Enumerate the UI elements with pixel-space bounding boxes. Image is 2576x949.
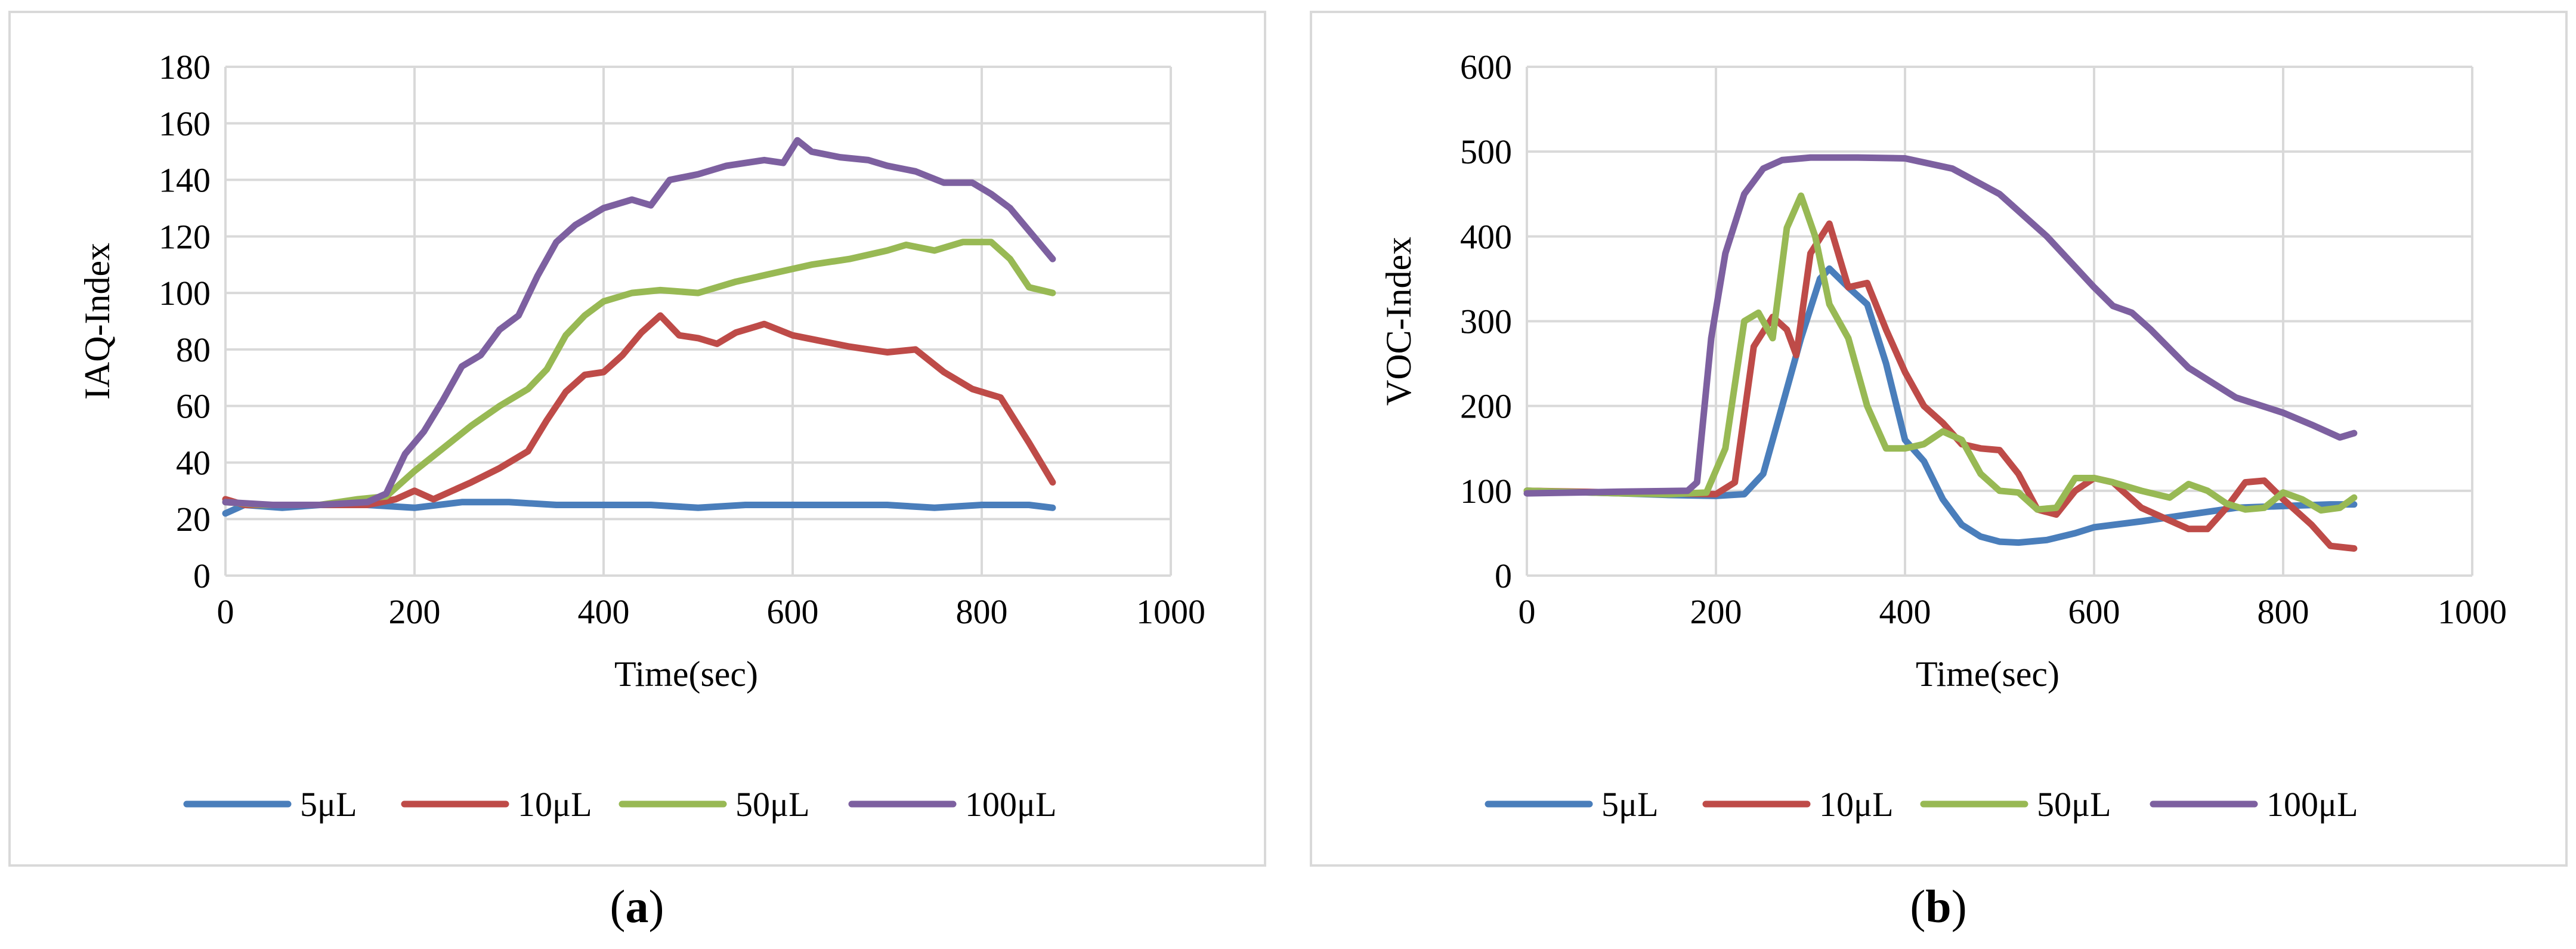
chart-b-xtick-label: 0	[1519, 592, 1536, 631]
chart-a-xtick-label: 200	[389, 592, 441, 631]
caption-b: (b)	[1910, 880, 1967, 932]
chart-a-x-axis-title: Time(sec)	[614, 654, 758, 694]
chart-a-ytick-label: 120	[159, 217, 211, 256]
chart-a-xtick-label: 1000	[1136, 592, 1205, 631]
chart-b-xtick-label: 400	[1879, 592, 1931, 631]
chart-a-ytick-label: 160	[159, 104, 211, 143]
chart-a-ytick-label: 80	[176, 330, 211, 369]
caption-b-letter: b	[1925, 880, 1952, 932]
chart-a-legend-label-4: 100μL	[965, 785, 1057, 824]
chart-b-ytick-label: 200	[1460, 387, 1512, 426]
chart-a-legend-label-3: 50μL	[735, 785, 810, 824]
chart-b-ytick-label: 600	[1460, 48, 1512, 86]
chart-a-legend-label-2: 10μL	[518, 785, 592, 824]
chart-a-xtick-label: 600	[767, 592, 819, 631]
chart-b-y-axis-title: VOC-Index	[1379, 237, 1418, 406]
chart-a-xtick-label: 400	[578, 592, 630, 631]
chart-b-x-axis-title: Time(sec)	[1916, 654, 2059, 694]
chart-b-xtick-label: 600	[2068, 592, 2120, 631]
chart-b-series-line-1	[1523, 265, 2358, 546]
chart-b-ytick-label: 500	[1460, 132, 1512, 171]
chart-a-ytick-label: 180	[159, 48, 211, 86]
chart-a-series-line-2	[222, 312, 1056, 508]
chart-b-ytick-label: 100	[1460, 472, 1512, 511]
chart-b-svg: 0 100 200 300 400 500 600 0 200 400 600 800 1000 Time…	[1379, 48, 2507, 824]
chart-a-ytick-label: 140	[159, 161, 211, 200]
chart-b-legend-label-4: 100μL	[2266, 785, 2358, 824]
chart-b-xtick-label: 1000	[2438, 592, 2507, 631]
chart-b-ytick-label: 400	[1460, 217, 1512, 256]
chart-a-ytick-label: 40	[176, 443, 211, 482]
chart-b-xtick-label: 200	[1690, 592, 1742, 631]
chart-a-ytick-label: 100	[159, 274, 211, 313]
caption-a: (a)	[610, 880, 664, 932]
chart-b-legend-label-1: 5μL	[1601, 785, 1659, 824]
chart-b-series-line-3	[1523, 192, 2358, 514]
chart-a-ytick-label: 0	[193, 557, 211, 595]
chart-a-series-line-3	[222, 239, 1056, 508]
chart-a-series-line-4	[222, 137, 1056, 508]
chart-b-xtick-label: 800	[2258, 592, 2309, 631]
chart-b-ytick-label: 300	[1460, 302, 1512, 341]
chart-panel-b: 0 100 200 300 400 500 600 0 200 400 600 800 1000 Time…	[1310, 11, 2568, 867]
chart-b-legend-label-3: 50μL	[2037, 785, 2111, 824]
chart-b-ytick-label: 0	[1495, 557, 1512, 595]
chart-a-legend-label-1: 5μL	[300, 785, 357, 824]
chart-b-series-line-4	[1523, 154, 2358, 497]
chart-a-y-axis-title: IAQ-Index	[78, 243, 117, 400]
chart-a-ytick-label: 20	[176, 500, 211, 539]
chart-a-ytick-label: 60	[176, 387, 211, 426]
caption-a-letter: a	[625, 880, 649, 932]
chart-a-svg: 0 20 40 60 80 100 120 140 160 180 0 200 400 600 800 100…	[78, 48, 1205, 824]
chart-a-xtick-label: 0	[217, 592, 234, 631]
chart-panel-a: 0 20 40 60 80 100 120 140 160 180 0 200 400 600 800 100…	[8, 11, 1266, 867]
chart-a-xtick-label: 800	[956, 592, 1008, 631]
chart-b-legend-label-2: 10μL	[1819, 785, 1894, 824]
